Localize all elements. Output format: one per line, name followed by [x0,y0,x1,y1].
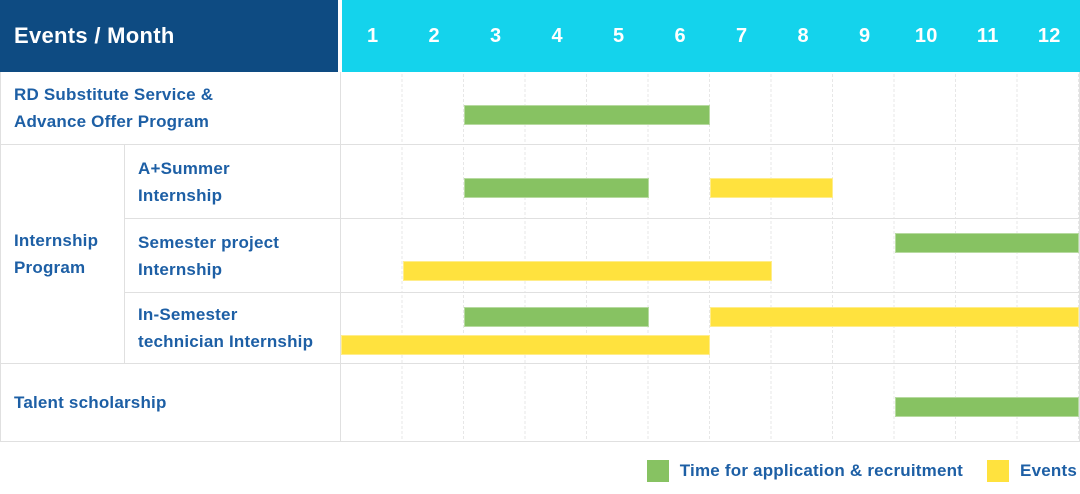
yellow-swatch-icon [987,460,1010,482]
month-axis: 1 2 3 4 5 6 7 8 9 10 11 12 [342,0,1080,72]
month-header-6: 6 [674,24,686,47]
month-header-12: 12 [1037,24,1061,47]
row-label-talent-scholarship: Talent scholarship [1,364,341,441]
row-label-line: technician Internship [138,332,314,351]
table-row: Semester project Internship [125,219,1079,293]
gantt-bar-event [402,261,772,281]
row-label-in-semester-technician: In-Semester technician Internship [125,293,341,363]
gantt-bar-event [710,307,1079,327]
row-label-line: Advance Offer Program [14,112,210,131]
row-label-line: RD Substitute Service & [14,85,214,104]
gantt-bar-application [894,233,1079,253]
gantt-bar-application [464,178,649,198]
row-label-line: Semester project [138,232,280,252]
group-label-line: Program [14,258,86,277]
row-label-a-plus-summer: A+Summer Internship [125,145,341,218]
month-header-1: 1 [367,24,379,47]
table-row: A+Summer Internship [125,145,1079,219]
gantt-bar-application [894,397,1079,417]
table-row: In-Semester technician Internship [125,293,1079,363]
month-header-11: 11 [976,24,999,47]
gantt-bar-event [710,178,833,198]
row-label-line: In-Semester [138,305,238,324]
table-title-text: Events / Month [14,23,175,48]
internship-program-rows: A+Summer Internship Semester project Int… [125,145,1079,363]
table-title: Events / Month [0,0,338,72]
row-label-line: Talent scholarship [14,393,167,412]
legend-label-application: Time for application & recruitment [679,461,964,480]
chart-lane-talent-scholarship [341,364,1079,441]
month-header-9: 9 [859,24,871,47]
table-header: Events / Month 1 2 3 4 5 6 7 8 9 10 11 1… [0,0,1080,72]
month-header-7: 7 [736,24,748,47]
group-label-internship-program: Internship Program [1,145,125,363]
internship-program-group: Internship Program A+Summer Internship S… [1,145,1079,364]
schedule-body: RD Substitute Service & Advance Offer Pr… [0,72,1080,442]
gantt-bar-application [464,307,649,327]
chart-lane-semester-project [341,219,1079,292]
row-label-semester-project: Semester project Internship [125,219,341,292]
legend-item-application: Time for application & recruitment [646,460,964,482]
row-label-line: A+Summer [138,158,230,178]
chart-lane-in-semester-technician [341,293,1079,363]
table-row: Talent scholarship [1,364,1079,442]
row-label-rd-substitute: RD Substitute Service & Advance Offer Pr… [1,72,341,144]
month-header-5: 5 [613,24,625,47]
row-label-line: Internship [138,259,223,279]
chart-lane-rd-substitute [341,72,1079,144]
green-swatch-icon [646,460,669,482]
group-label-line: Internship [14,231,99,250]
gantt-bar-application [464,105,710,125]
month-header-8: 8 [797,24,809,47]
row-label-line: Internship [138,185,223,205]
month-header-4: 4 [551,24,563,47]
gantt-bar-event [341,335,710,355]
month-header-2: 2 [428,24,440,47]
table-row: RD Substitute Service & Advance Offer Pr… [1,72,1079,145]
month-header-3: 3 [490,24,502,47]
chart-lane-a-plus-summer [341,145,1079,218]
legend-item-events: Events [987,460,1077,482]
month-header-10: 10 [914,24,938,47]
legend-label-events: Events [1020,461,1077,480]
header-divider [338,0,342,72]
legend: Time for application & recruitment Event… [646,460,1077,482]
